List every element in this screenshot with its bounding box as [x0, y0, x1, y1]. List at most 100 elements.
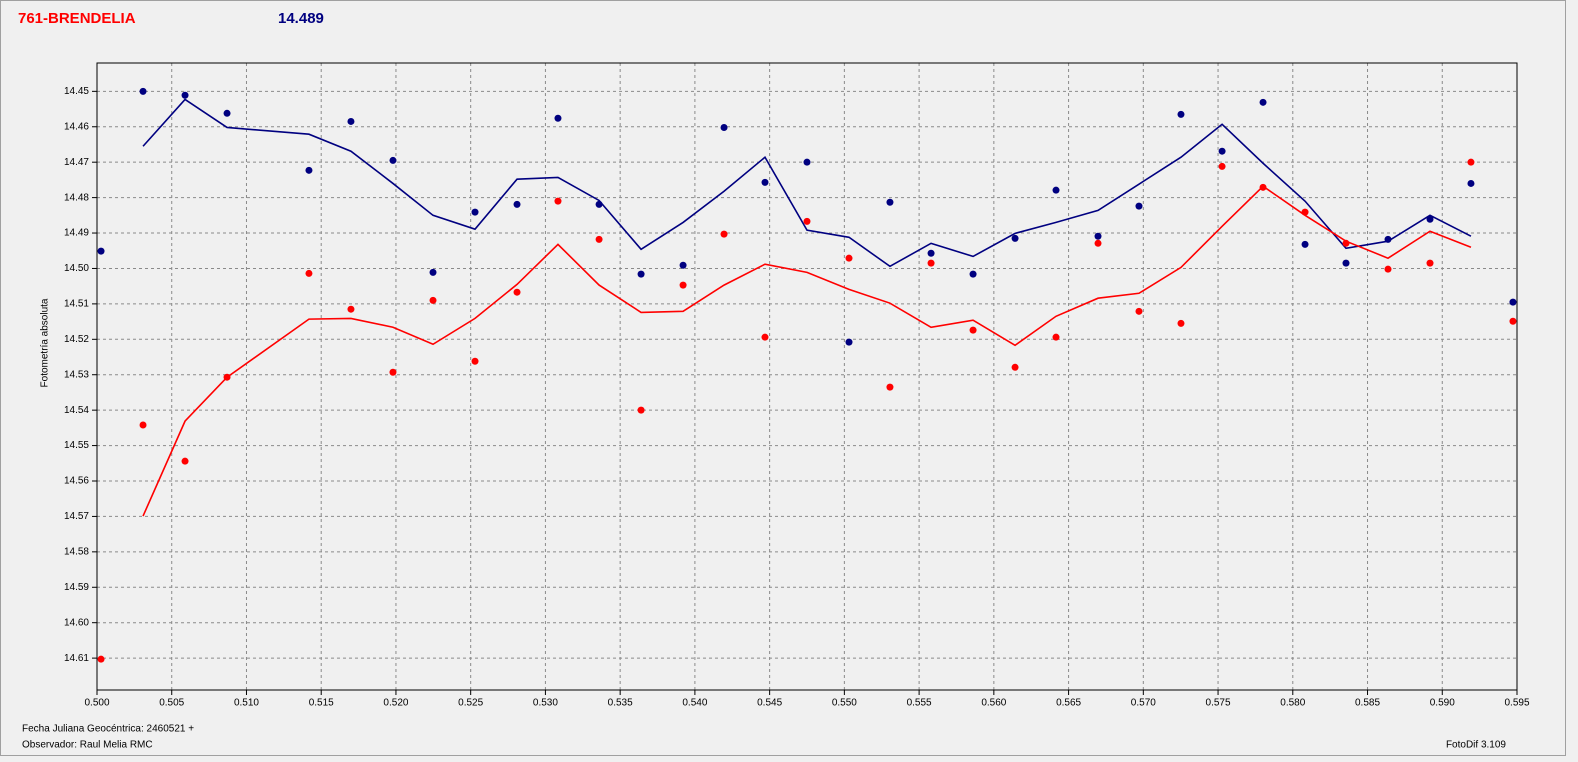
data-point [1342, 239, 1350, 247]
data-point [389, 368, 397, 376]
data-point [1011, 363, 1019, 371]
data-point [1177, 319, 1185, 327]
data-point [1094, 239, 1102, 247]
data-point [513, 200, 521, 208]
data-point [1467, 158, 1475, 166]
data-point [1135, 307, 1143, 315]
data-point [1384, 265, 1392, 273]
data-point [1011, 234, 1019, 242]
data-point [761, 333, 769, 341]
y-tick-label: 14.50 [64, 263, 89, 274]
y-tick-label: 14.58 [64, 546, 89, 557]
data-point [389, 156, 397, 164]
data-point [1509, 317, 1517, 325]
data-point [1426, 215, 1434, 223]
data-point [1301, 208, 1309, 216]
data-point [1509, 298, 1517, 306]
data-point [347, 305, 355, 313]
x-tick-label: 0.560 [981, 698, 1006, 709]
data-point [223, 373, 231, 381]
x-tick-label: 0.585 [1355, 698, 1380, 709]
data-point [1052, 333, 1060, 341]
data-point [761, 178, 769, 186]
y-axis-label: Fotometría absoluta [40, 298, 51, 387]
data-point [595, 200, 603, 208]
data-point [637, 270, 645, 278]
data-point [181, 457, 189, 465]
y-tick-label: 14.59 [64, 582, 89, 593]
data-point [1218, 147, 1226, 155]
data-point [679, 281, 687, 289]
trend-line [142, 98, 1472, 268]
y-tick-label: 14.48 [64, 192, 89, 203]
x-axis-label: Fecha Juliana Geocéntrica: 2460521 + [22, 724, 194, 735]
y-tick-label: 14.51 [64, 299, 89, 310]
y-tick-label: 14.47 [64, 157, 89, 168]
data-point [845, 254, 853, 262]
data-point [347, 117, 355, 125]
y-tick-label: 14.54 [64, 405, 89, 416]
data-point [1218, 162, 1226, 170]
data-point [969, 326, 977, 334]
data-point [305, 269, 313, 277]
y-tick-label: 14.49 [64, 228, 89, 239]
x-tick-label: 0.510 [234, 698, 259, 709]
data-point [181, 91, 189, 99]
data-point [720, 123, 728, 131]
x-tick-label: 0.590 [1430, 698, 1455, 709]
data-point [97, 655, 105, 663]
x-tick-label: 0.595 [1504, 698, 1529, 709]
y-tick-label: 14.45 [64, 86, 89, 97]
data-point [679, 261, 687, 269]
y-tick-label: 14.57 [64, 511, 89, 522]
data-point [139, 421, 147, 429]
data-point [97, 247, 105, 255]
data-point [1135, 202, 1143, 210]
x-tick-label: 0.520 [383, 698, 408, 709]
data-point [1467, 179, 1475, 187]
x-tick-label: 0.515 [309, 698, 334, 709]
plot-frame [96, 62, 1518, 691]
data-point [1342, 259, 1350, 267]
data-point [927, 259, 935, 267]
data-point [429, 296, 437, 304]
data-point [554, 197, 562, 205]
x-tick-label: 0.575 [1206, 698, 1231, 709]
data-point [1301, 240, 1309, 248]
x-tick-label: 0.500 [84, 698, 109, 709]
x-tick-label: 0.540 [682, 698, 707, 709]
y-tick-label: 14.60 [64, 617, 89, 628]
data-point [886, 198, 894, 206]
x-tick-label: 0.545 [757, 698, 782, 709]
data-point [1177, 110, 1185, 118]
x-tick-label: 0.505 [159, 698, 184, 709]
x-tick-label: 0.525 [458, 698, 483, 709]
chart-subtitle: 14.489 [278, 10, 324, 27]
data-point [1094, 232, 1102, 240]
data-point [513, 288, 521, 296]
data-point [1384, 235, 1392, 243]
data-point [637, 406, 645, 414]
trend-line [142, 185, 1472, 517]
data-point [1052, 186, 1060, 194]
data-point [803, 158, 811, 166]
data-point [886, 383, 894, 391]
data-point [1259, 183, 1267, 191]
y-tick-label: 14.46 [64, 121, 89, 132]
x-tick-label: 0.580 [1280, 698, 1305, 709]
chart-title: 761-BRENDELIA [18, 10, 136, 27]
y-tick-label: 14.52 [64, 334, 89, 345]
data-point [969, 270, 977, 278]
observer: Observador: Raul Melia RMC [22, 740, 153, 751]
data-point [471, 357, 479, 365]
x-tick-label: 0.530 [533, 698, 558, 709]
x-tick-label: 0.535 [608, 698, 633, 709]
data-point [803, 217, 811, 225]
x-tick-label: 0.565 [1056, 698, 1081, 709]
plot-area [97, 63, 1517, 690]
data-point [305, 166, 313, 174]
y-tick-label: 14.53 [64, 369, 89, 380]
data-point [720, 230, 728, 238]
y-tick-label: 14.61 [64, 653, 89, 664]
data-point [554, 114, 562, 122]
